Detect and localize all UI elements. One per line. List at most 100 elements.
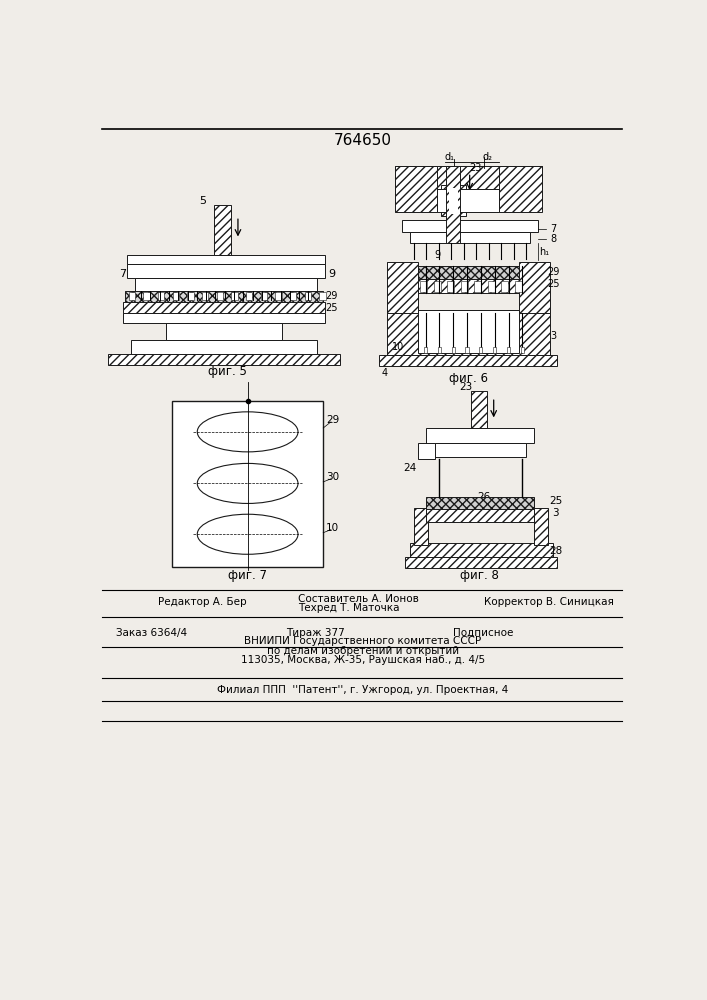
Bar: [379, 355, 557, 366]
Bar: [479, 347, 482, 353]
Bar: [449, 188, 458, 214]
Bar: [515, 281, 522, 292]
Bar: [437, 189, 499, 212]
Bar: [472, 391, 486, 428]
Bar: [231, 292, 238, 300]
Bar: [127, 264, 325, 278]
Text: Редактор А. Бер: Редактор А. Бер: [158, 597, 247, 607]
Bar: [131, 340, 317, 354]
Bar: [521, 347, 524, 353]
Text: Корректор В. Синицкая: Корректор В. Синицкая: [484, 597, 614, 607]
Ellipse shape: [197, 463, 298, 503]
Bar: [452, 347, 455, 353]
Bar: [438, 347, 441, 353]
Bar: [414, 508, 428, 545]
Text: 26: 26: [477, 492, 490, 502]
Text: 5: 5: [199, 196, 206, 206]
Text: d₂: d₂: [482, 152, 493, 162]
Text: 25: 25: [549, 496, 562, 506]
Bar: [395, 166, 542, 189]
Bar: [404, 557, 557, 568]
Bar: [518, 262, 549, 312]
Bar: [420, 281, 427, 292]
Text: Составитель А. Ионов: Составитель А. Ионов: [298, 594, 419, 604]
Text: 25: 25: [325, 303, 338, 313]
Text: 29: 29: [326, 415, 339, 425]
Text: фиг. 5: фиг. 5: [209, 365, 247, 378]
Bar: [107, 354, 340, 365]
Text: ВНИИПИ Государственного комитета СССР: ВНИИПИ Государственного комитета СССР: [244, 636, 481, 646]
Bar: [172, 401, 323, 567]
Bar: [447, 281, 454, 292]
Bar: [305, 292, 311, 300]
Bar: [123, 302, 325, 312]
Bar: [501, 281, 508, 292]
Text: 7: 7: [550, 224, 556, 234]
Bar: [410, 544, 554, 557]
Text: Филиал ППП  ''Патент'', г. Ужгород, ул. Проектная, 4: Филиал ППП ''Патент'', г. Ужгород, ул. П…: [217, 685, 508, 695]
Text: 113035, Москва, Ж-35, Раушская наб., д. 4/5: 113035, Москва, Ж-35, Раушская наб., д. …: [240, 655, 485, 665]
Text: 4: 4: [381, 368, 387, 378]
Text: 9: 9: [434, 250, 440, 260]
Bar: [433, 281, 440, 292]
Bar: [216, 292, 223, 300]
Bar: [433, 443, 526, 457]
Bar: [534, 508, 548, 545]
Text: 10: 10: [392, 342, 404, 352]
Bar: [499, 166, 542, 212]
Bar: [402, 220, 538, 232]
Text: 3: 3: [550, 331, 556, 341]
Bar: [275, 292, 281, 300]
Bar: [202, 292, 208, 300]
Bar: [123, 312, 325, 323]
Bar: [320, 292, 325, 300]
Bar: [158, 292, 164, 300]
Bar: [290, 292, 296, 300]
Bar: [418, 310, 518, 353]
Text: 30: 30: [326, 472, 339, 482]
Text: 24: 24: [404, 463, 416, 473]
Bar: [418, 443, 435, 459]
Bar: [460, 281, 467, 292]
Bar: [144, 292, 150, 300]
Bar: [426, 509, 534, 522]
Text: 764650: 764650: [334, 133, 392, 148]
Text: d₁: d₁: [445, 152, 455, 162]
Text: по делам изобретений и открытий: по делам изобретений и открытий: [267, 646, 459, 656]
Bar: [426, 497, 534, 509]
Bar: [135, 278, 317, 291]
Bar: [474, 281, 481, 292]
Text: Тираж 377: Тираж 377: [286, 628, 345, 638]
Bar: [488, 281, 495, 292]
Text: 25: 25: [547, 279, 560, 289]
Bar: [387, 262, 418, 312]
Text: h₁: h₁: [539, 247, 549, 257]
Text: 23: 23: [459, 382, 472, 392]
Bar: [125, 291, 323, 302]
Text: 29: 29: [547, 267, 559, 277]
Bar: [410, 232, 530, 243]
Bar: [424, 347, 427, 353]
Bar: [426, 428, 534, 443]
Text: Подписное: Подписное: [452, 628, 513, 638]
Bar: [187, 292, 194, 300]
Text: фиг. 7: фиг. 7: [228, 569, 267, 582]
Text: 29: 29: [325, 291, 338, 301]
Bar: [507, 347, 510, 353]
Bar: [493, 347, 496, 353]
Text: 9: 9: [328, 269, 335, 279]
Text: Заказ 6364/4: Заказ 6364/4: [115, 628, 187, 638]
Bar: [446, 166, 460, 243]
Text: 10: 10: [326, 523, 339, 533]
Bar: [173, 292, 179, 300]
Bar: [246, 292, 252, 300]
Bar: [214, 205, 231, 255]
Bar: [261, 292, 267, 300]
Text: 8: 8: [550, 234, 556, 244]
Text: 23: 23: [469, 163, 482, 173]
Bar: [441, 185, 466, 216]
Text: 3: 3: [552, 508, 559, 518]
Ellipse shape: [197, 412, 298, 452]
Bar: [129, 292, 135, 300]
Bar: [127, 255, 325, 264]
